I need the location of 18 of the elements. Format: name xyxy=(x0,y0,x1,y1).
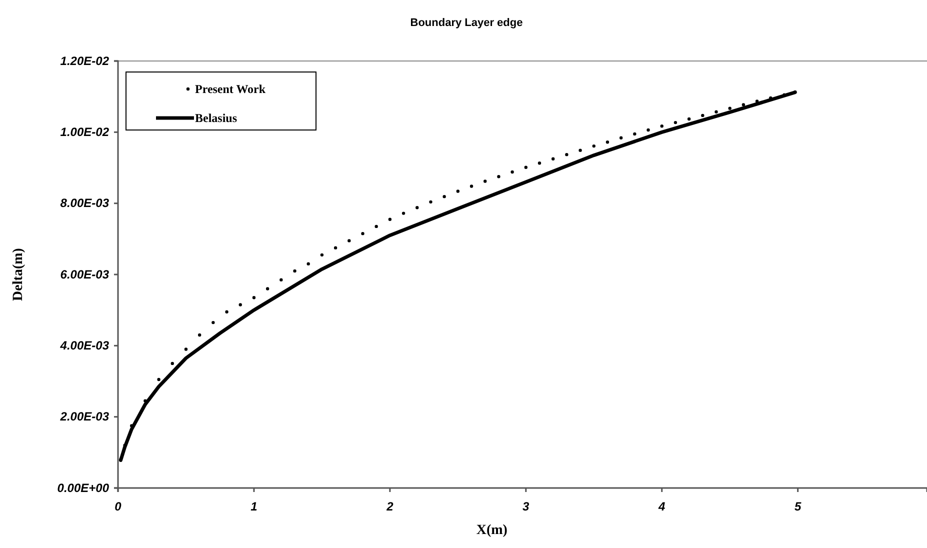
y-tick-label: 1.20E-02 xyxy=(60,54,110,68)
x-tick-label: 5 xyxy=(794,500,802,514)
y-tick-label: 1.00E-02 xyxy=(60,125,110,140)
y-tick-label: 8.00E-03 xyxy=(60,196,110,210)
y-tick-label: 4.00E-03 xyxy=(59,338,110,353)
y-tick-label: 2.00E-03 xyxy=(59,410,110,424)
x-tick-label: 3 xyxy=(522,500,530,514)
x-tick-label: 1 xyxy=(250,500,258,514)
x-tick-label: 0 xyxy=(114,500,122,514)
x-tick-label: 4 xyxy=(658,500,666,514)
y-tick-label: 0.00E+00 xyxy=(57,480,110,495)
legend-label: Belasius xyxy=(195,111,238,125)
y-axis-title: Delta(m) xyxy=(11,248,26,301)
x-tick-label: 2 xyxy=(386,500,394,514)
y-tick-label: 6.00E-03 xyxy=(60,267,110,282)
x-axis-title: X(m) xyxy=(476,523,508,538)
chart-title: Boundary Layer edge xyxy=(410,17,523,29)
legend-label: Present Work xyxy=(195,82,266,96)
